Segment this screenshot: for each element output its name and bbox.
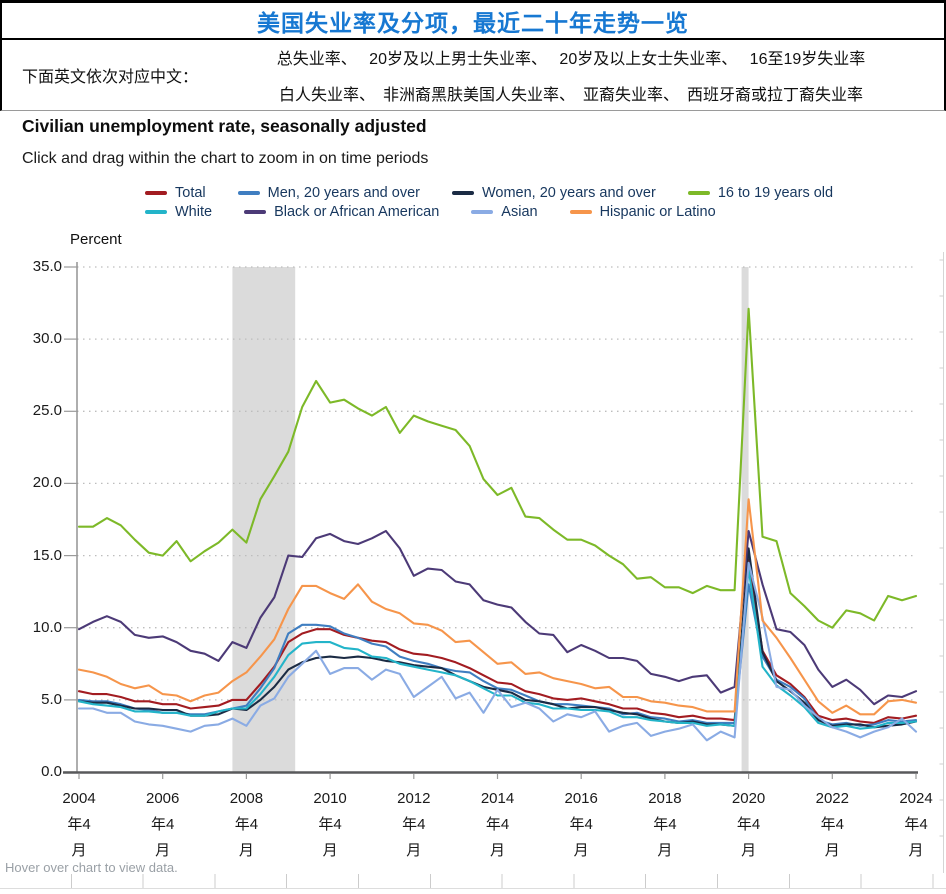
translation-note-lines: 总失业率、 20岁及以上男士失业率、 20岁及以上女士失业率、 16至19岁失业… [198, 45, 944, 105]
legend-label: White [175, 204, 213, 220]
translation-note-label: 下面英文依次对应中文： [22, 69, 199, 86]
chart-title: Civilian unemployment rate, seasonally a… [22, 116, 427, 136]
y-tick-label: 30.0 [32, 330, 62, 348]
time-range-navigator[interactable] [0, 874, 946, 889]
legend-item-hispanic-or-latino[interactable]: Hispanic or Latino [569, 204, 716, 220]
y-tick-label: 20.0 [32, 474, 62, 492]
legend-label: Hispanic or Latino [599, 204, 716, 220]
gridlines [77, 266, 913, 701]
series-asian [77, 561, 918, 742]
y-tick-label: 35.0 [32, 258, 62, 275]
legend-marker-icon [145, 191, 167, 195]
header: 美国失业率及分项，最近二十年走势一览 下面英文依次对应中文： 总失业率、 20岁… [0, 0, 946, 111]
hover-hint: Hover over chart to view data. [5, 860, 178, 875]
chart-subtitle: Click and drag within the chart to zoom … [22, 150, 429, 167]
translation-line-1: 总失业率、 20岁及以上男士失业率、 20岁及以上女士失业率、 16至19岁失业… [276, 51, 866, 68]
recession-band [232, 267, 296, 772]
legend-marker-icon [687, 191, 710, 195]
legend-item-total[interactable]: Total [145, 185, 206, 201]
x-tick-label: 2022 年4 月 [815, 790, 849, 859]
legend-marker-icon [244, 210, 267, 214]
legend-item-white[interactable]: White [145, 204, 212, 220]
x-tick-label: 2014 年4 月 [480, 790, 515, 859]
legend-item-men-20-years-and-over[interactable]: Men, 20 years and over [237, 185, 420, 201]
series-16-to-19-years-old [77, 307, 918, 629]
series-hispanic-or-latino [77, 498, 918, 716]
legend-item-women-20-years-and-over[interactable]: Women, 20 years and over [451, 185, 656, 201]
series-total [77, 558, 918, 724]
recession-band [741, 267, 749, 772]
legend-label: Total [175, 185, 206, 201]
legend-row-2: White Black or African American Asian Hispa… [145, 204, 845, 220]
legend-label: Women, 20 years and over [481, 185, 656, 201]
series-lines [77, 307, 918, 742]
legend-label: 16 to 19 years old [717, 185, 834, 201]
y-tick-label: 0.0 [41, 763, 62, 780]
x-tick-label: 2018 年4 月 [648, 790, 682, 859]
legend-label: Men, 20 years and over [267, 185, 420, 201]
page-title: 美国失业率及分项，最近二十年走势一览 [257, 9, 689, 37]
legend-item-asian[interactable]: Asian [471, 204, 538, 220]
translation-line-2: 白人失业率、 非洲裔黑肤美国人失业率、 亚裔失业率、 西班牙裔或拉丁裔失业率 [279, 87, 864, 104]
legend-marker-icon [569, 210, 592, 214]
x-tick-label: 2020 年4 月 [731, 790, 766, 859]
y-tick-label: 5.0 [41, 690, 62, 708]
legend-marker-icon [145, 210, 167, 214]
x-tick-label: 2004 年4 月 [62, 790, 96, 859]
legend-marker-icon [451, 191, 474, 195]
title-bar: 美国失业率及分项，最近二十年走势一览 [2, 3, 944, 40]
x-tick-label: 2010 年4 月 [313, 790, 347, 859]
legend-label: Black or African American [274, 204, 440, 220]
legend-label: Asian [501, 204, 538, 220]
legend: Total Men, 20 years and over Women, 20 yea… [145, 185, 845, 220]
x-tick-label: 2008 年4 月 [229, 790, 264, 859]
y-axis-ticks [64, 266, 77, 773]
legend-marker-icon [237, 191, 260, 195]
legend-marker-icon [471, 210, 494, 214]
recession-bands [232, 267, 749, 772]
x-tick-label: 2016 年4 月 [564, 790, 598, 859]
y-tick-label: 25.0 [32, 402, 62, 420]
y-tick-label: 10.0 [32, 618, 62, 636]
x-axis-ticks [78, 774, 917, 779]
y-tick-label: 15.0 [32, 546, 62, 564]
series-black-or-african-american [77, 529, 918, 706]
legend-item-16-to-19-years-old[interactable]: 16 to 19 years old [687, 185, 834, 201]
legend-row-1: Total Men, 20 years and over Women, 20 yea… [145, 185, 845, 201]
x-tick-label: 2024 年4 月 [899, 790, 933, 859]
y-axis-unit-label: Percent [70, 231, 122, 248]
translation-note: 下面英文依次对应中文： 总失业率、 20岁及以上男士失业率、 20岁及以上女士失… [2, 40, 944, 110]
x-tick-label: 2006 年4 月 [146, 790, 180, 859]
x-tick-label: 2012 年4 月 [397, 790, 431, 859]
legend-item-black-or-african-american[interactable]: Black or African American [244, 204, 439, 220]
right-border [939, 252, 944, 873]
